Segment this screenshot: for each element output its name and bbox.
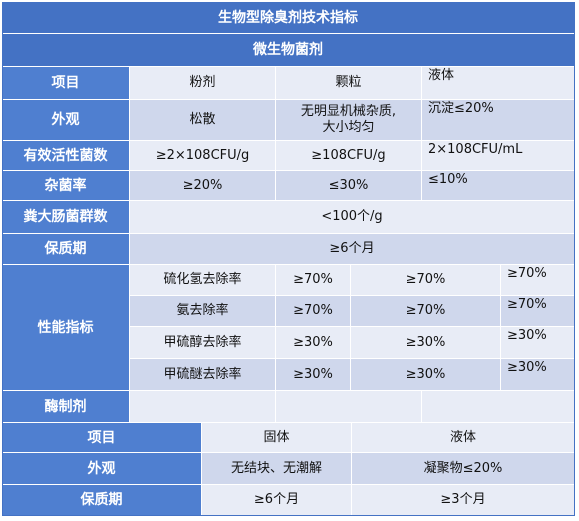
cell: 甲硫醚去除率 <box>130 359 276 391</box>
row-label: 粪大肠菌群数 <box>2 201 130 234</box>
cell: 无明显机械杂质, 大小均匀 <box>276 100 422 141</box>
cell: 液体 <box>352 423 575 453</box>
cell: 凝聚物≤20% <box>352 453 575 485</box>
table-row: 甲硫醚去除率 ≥30% ≥30% ≥30% <box>2 359 575 391</box>
table-row: 项目 粉剂 颗粒 液体 <box>2 67 575 100</box>
section-header-microbial: 微生物菌剂 <box>2 34 575 67</box>
cell: ≥3个月 <box>352 485 575 516</box>
row-label: 有效活性菌数 <box>2 141 130 171</box>
row-label: 杂菌率 <box>2 171 130 201</box>
section-title: 微生物菌剂 <box>2 34 575 67</box>
cell: 颗粒 <box>276 67 422 100</box>
cell: ≥30% <box>351 327 501 359</box>
cell: 甲硫醇去除率 <box>130 327 276 359</box>
cell: ≤30% <box>276 171 422 201</box>
cell: ≤10% <box>422 171 575 201</box>
section-label-enzyme: 酶制剂 <box>2 391 130 423</box>
cell: ≥30% <box>276 359 351 391</box>
table-row: 项目 固体 液体 <box>2 423 575 453</box>
cell: ≥2×108CFU/g <box>130 141 276 171</box>
cell: <100个/g <box>130 201 575 234</box>
table-row: 硫化氢去除率 ≥70% ≥70% ≥70% <box>2 265 575 296</box>
table-row: 粪大肠菌群数 <100个/g <box>2 201 575 234</box>
cell: ≥70% <box>501 296 575 327</box>
row-label: 性能指标 <box>2 265 130 391</box>
table-row: 杂菌率 ≥20% ≤30% ≤10% <box>2 171 575 201</box>
performance-block: 性能指标 <box>2 265 575 391</box>
cell: ≥30% <box>501 327 575 359</box>
cell: 固体 <box>202 423 352 453</box>
row-label: 保质期 <box>2 485 202 516</box>
table-title: 生物型除臭剂技术指标 <box>2 2 575 34</box>
cell: ≥20% <box>130 171 276 201</box>
cell: 沉淀≤20% <box>422 100 575 141</box>
cell: 粉剂 <box>130 67 276 100</box>
cell: ≥70% <box>351 265 501 296</box>
cell: 硫化氢去除率 <box>130 265 276 296</box>
empty-cell <box>130 391 276 423</box>
cell: 氨去除率 <box>130 296 276 327</box>
table-row: 酶制剂 <box>2 391 575 423</box>
cell: ≥70% <box>276 296 351 327</box>
row-label: 保质期 <box>2 234 130 265</box>
cell: ≥70% <box>351 296 501 327</box>
cell: ≥6个月 <box>202 485 352 516</box>
cell: 无结块、无潮解 <box>202 453 352 485</box>
cell: 2×108CFU/mL <box>422 141 575 171</box>
table-row: 甲硫醇去除率 ≥30% ≥30% ≥30% <box>2 327 575 359</box>
empty-cell <box>422 391 575 423</box>
row-label: 项目 <box>2 67 130 100</box>
row-label: 外观 <box>2 453 202 485</box>
cell-line: 无明显机械杂质, <box>300 104 397 119</box>
row-label: 项目 <box>2 423 202 453</box>
empty-cell <box>276 391 422 423</box>
cell: ≥30% <box>501 359 575 391</box>
table-row: 外观 无结块、无潮解 凝聚物≤20% <box>2 453 575 485</box>
table-row: 保质期 ≥6个月 ≥3个月 <box>2 485 575 516</box>
row-label: 外观 <box>2 100 130 141</box>
cell: ≥30% <box>276 327 351 359</box>
cell: ≥6个月 <box>130 234 575 265</box>
table-row: 保质期 ≥6个月 <box>2 234 575 265</box>
cell: ≥108CFU/g <box>276 141 422 171</box>
cell: ≥70% <box>501 265 575 296</box>
table-row: 有效活性菌数 ≥2×108CFU/g ≥108CFU/g 2×108CFU/mL <box>2 141 575 171</box>
table-row: 外观 松散 无明显机械杂质, 大小均匀 沉淀≤20% <box>2 100 575 141</box>
cell: ≥30% <box>351 359 501 391</box>
title-row: 生物型除臭剂技术指标 <box>2 2 575 34</box>
cell-line: 大小均匀 <box>322 120 375 135</box>
cell: ≥70% <box>276 265 351 296</box>
cell: 液体 <box>422 67 575 100</box>
cell: 松散 <box>130 100 276 141</box>
table-row: 氨去除率 ≥70% ≥70% ≥70% <box>2 296 575 327</box>
